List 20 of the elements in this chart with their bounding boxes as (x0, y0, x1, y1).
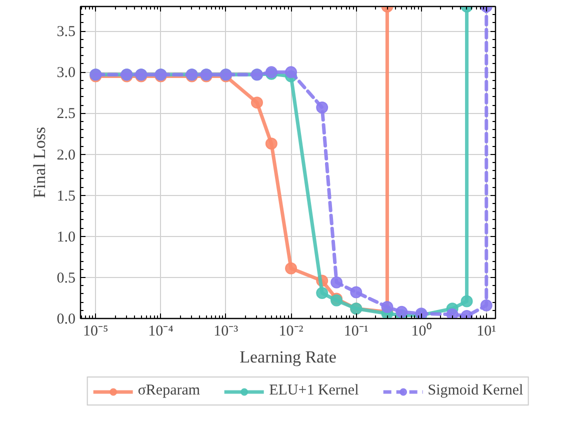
x-tick-label: 10⁻² (278, 324, 304, 340)
legend-label: Sigmoid Kernel (428, 382, 524, 400)
y-axis-title: Final Loss (30, 126, 49, 198)
legend-label: ELU+1 Kernel (269, 382, 359, 400)
x-tick-label: 10⁰ (411, 322, 432, 340)
y-tick-label: 2.0 (56, 147, 76, 164)
y-tick-label: 0.0 (56, 312, 76, 328)
y-tick-label: 3.0 (56, 65, 76, 82)
x-axis-title: Learning Rate (240, 348, 336, 366)
x-tick-label: 10⁻³ (214, 324, 239, 340)
x-tick-label: 10⁻⁵ (83, 324, 108, 340)
y-tick-label: 1.5 (56, 188, 76, 204)
legend-label: σReparam (138, 382, 200, 400)
y-tick-label: 3.5 (56, 24, 76, 40)
y-tick-label: 0.5 (56, 270, 76, 286)
x-tick-label: 10⁻¹ (344, 324, 368, 340)
y-tick-label: 2.5 (56, 106, 76, 122)
y-tick-label: 1.0 (56, 229, 76, 246)
x-tick-label: 10⁻⁴ (148, 324, 174, 340)
x-tick-label: 10¹ (476, 324, 496, 340)
